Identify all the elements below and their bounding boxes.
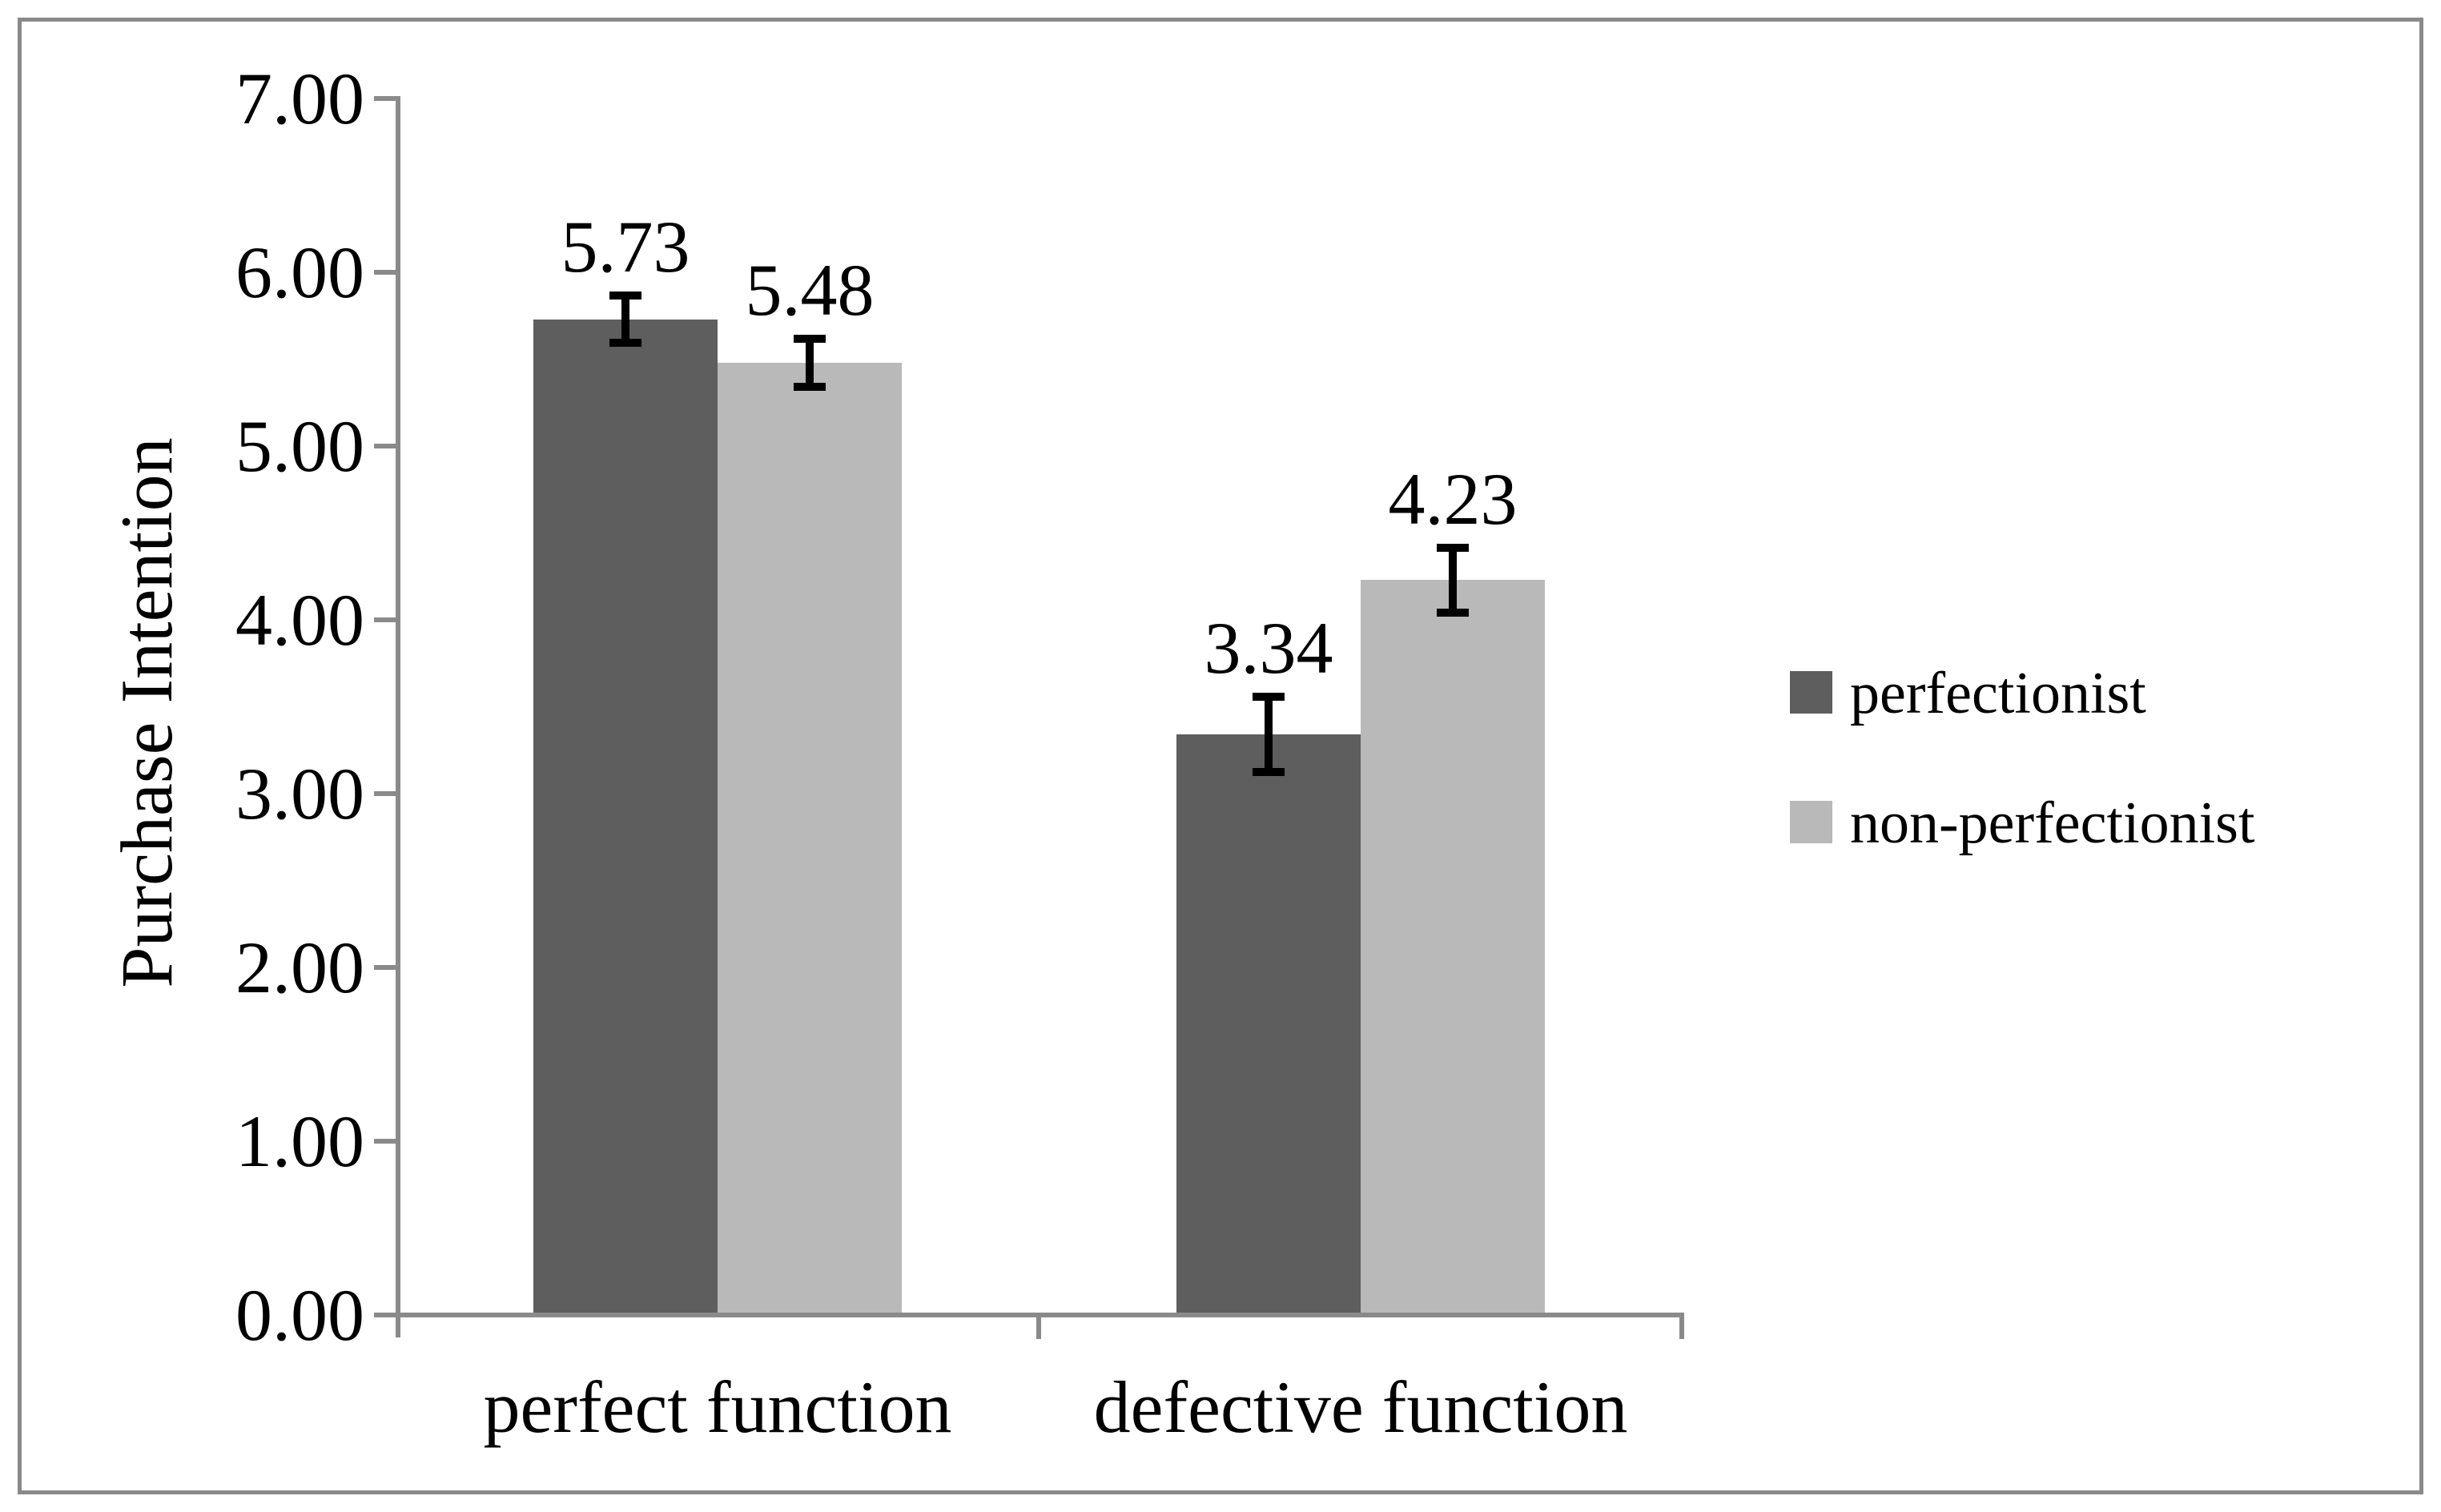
error-bar-cap-bottom bbox=[794, 382, 826, 391]
error-bar-cap-top bbox=[1253, 693, 1285, 702]
data-label: 5.48 bbox=[745, 249, 875, 332]
y-tick-label: 3.00 bbox=[235, 753, 364, 834]
x-category-label: perfect function bbox=[483, 1366, 952, 1448]
error-bar-line bbox=[806, 335, 814, 391]
legend-label: non-perfectionist bbox=[1850, 790, 2255, 856]
data-label: 5.73 bbox=[561, 205, 690, 288]
legend-swatch-icon bbox=[1790, 801, 1832, 843]
y-tick-label: 4.00 bbox=[235, 579, 364, 661]
y-axis-tick bbox=[374, 617, 396, 622]
y-axis-tick bbox=[374, 965, 396, 970]
data-label: 4.23 bbox=[1388, 457, 1518, 540]
legend-label: perfectionist bbox=[1850, 661, 2146, 726]
y-axis-title: Purchase Intention bbox=[106, 437, 187, 988]
y-tick-label: 6.00 bbox=[235, 231, 364, 313]
x-axis-tick bbox=[1036, 1317, 1041, 1339]
error-bar-cap-bottom bbox=[1253, 768, 1285, 777]
legend-swatch-icon bbox=[1790, 671, 1832, 714]
error-bar-cap-top bbox=[1437, 543, 1469, 552]
x-category-label: defective function bbox=[1093, 1366, 1628, 1448]
error-bar-line bbox=[1449, 543, 1457, 617]
error-bar-cap-bottom bbox=[1437, 608, 1469, 617]
y-axis-tick bbox=[374, 1313, 396, 1317]
bar-perfectionist-2 bbox=[1176, 734, 1361, 1313]
x-axis-line bbox=[396, 1313, 1684, 1317]
bar-non-perfectionist-1 bbox=[718, 362, 902, 1313]
y-tick-label: 0.00 bbox=[235, 1274, 364, 1356]
error-bar-cap-bottom bbox=[609, 339, 641, 348]
data-label: 3.34 bbox=[1204, 607, 1333, 690]
y-axis-line bbox=[396, 96, 400, 1337]
error-bar-line bbox=[1265, 693, 1273, 777]
y-tick-label: 7.00 bbox=[235, 58, 364, 139]
y-axis-tick bbox=[374, 270, 396, 275]
y-tick-label: 5.00 bbox=[235, 405, 364, 487]
bar-perfectionist-1 bbox=[533, 319, 718, 1313]
error-bar-line bbox=[621, 291, 629, 348]
figure-border bbox=[18, 18, 2423, 1494]
y-tick-label: 2.00 bbox=[235, 927, 364, 1008]
error-bar-cap-top bbox=[794, 335, 826, 344]
y-tick-label: 1.00 bbox=[235, 1100, 364, 1182]
x-axis-tick bbox=[1679, 1317, 1684, 1339]
y-axis-tick bbox=[374, 444, 396, 448]
y-axis-tick bbox=[374, 1139, 396, 1144]
error-bar-cap-top bbox=[609, 291, 641, 300]
y-axis-tick bbox=[374, 96, 396, 101]
bar-non-perfectionist-2 bbox=[1361, 580, 1545, 1313]
y-axis-tick bbox=[374, 791, 396, 796]
